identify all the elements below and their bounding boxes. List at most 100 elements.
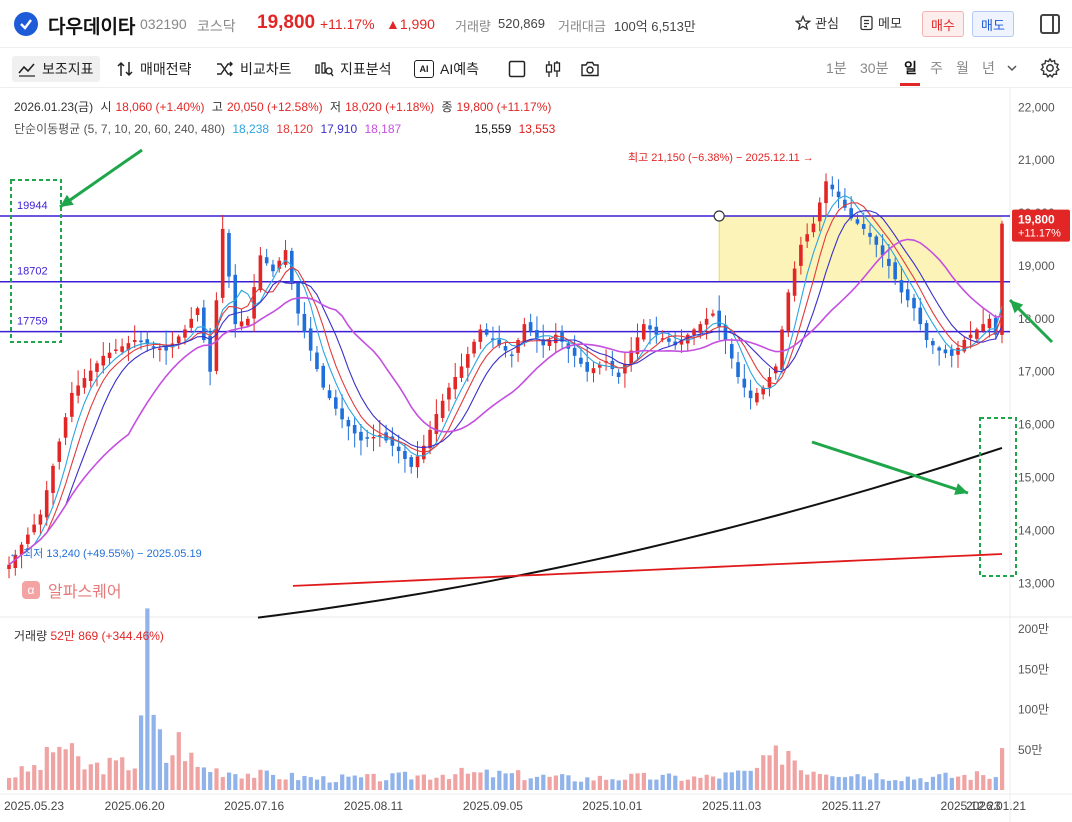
volume-bar	[736, 770, 741, 790]
indicator-button[interactable]: 보조지표	[12, 56, 100, 82]
current-price: 19,800	[257, 12, 316, 33]
stock-name[interactable]: 다우데이타	[48, 17, 136, 38]
period-30min[interactable]: 30분	[860, 60, 889, 76]
candle-body	[239, 321, 244, 327]
analysis-button[interactable]: 지표분석	[308, 56, 398, 82]
candle-body	[126, 343, 131, 351]
chevron-down-icon[interactable]	[1006, 63, 1018, 73]
active-period-indicator	[900, 83, 920, 86]
candle-body	[937, 347, 941, 351]
volume-bar	[308, 777, 313, 790]
period-day[interactable]: 일	[904, 60, 917, 76]
sell-button[interactable]: 매도	[972, 11, 1014, 37]
period-month[interactable]: 월	[956, 60, 969, 76]
change-absolute: ▲1,990	[386, 16, 435, 32]
volume-bar	[849, 776, 854, 790]
candle-body	[434, 414, 439, 434]
candle-body	[981, 324, 985, 332]
volume-bar	[472, 772, 477, 790]
x-tick-label: 2025.07.16	[224, 799, 284, 813]
volume-bar	[616, 780, 621, 790]
price-chart[interactable]: 19944 18702 17759 최고 21,150 (−6.38%) − 2025…	[0, 88, 1072, 822]
candle-body	[63, 417, 68, 438]
strategy-button[interactable]: 매매전략	[110, 56, 198, 82]
volume-bar	[446, 779, 452, 790]
volume-bar	[333, 782, 339, 790]
price-tick-label: 14,000	[1018, 523, 1055, 537]
volume-bar	[578, 781, 584, 790]
volume-bar	[516, 770, 521, 790]
volume-bars	[7, 608, 1005, 790]
period-year[interactable]: 년	[982, 60, 995, 76]
candle-body	[57, 441, 62, 462]
volume-bar	[132, 768, 137, 790]
volume-bar	[974, 771, 980, 790]
volume-bar	[478, 772, 483, 790]
candle-body	[465, 354, 470, 368]
candle-body	[13, 554, 18, 569]
candle-body	[82, 378, 87, 388]
compare-button[interactable]: 비교차트	[210, 56, 298, 82]
period-week[interactable]: 주	[930, 60, 943, 76]
watch-button[interactable]: 관심	[795, 13, 839, 32]
candle-body	[26, 534, 30, 544]
volume-bar	[352, 775, 357, 790]
select-box-button[interactable]	[502, 56, 532, 82]
panel-toggle-icon[interactable]	[1040, 14, 1060, 34]
volume-bar	[666, 773, 672, 790]
ai-predict-button[interactable]: AI AI예측	[408, 56, 485, 82]
volume-bar	[195, 766, 200, 790]
candle-body	[861, 224, 866, 229]
memo-button[interactable]: 메모	[859, 13, 902, 32]
volume-bar	[786, 750, 791, 790]
candle-body	[786, 292, 791, 331]
x-tick-label: 2025.05.23	[4, 799, 64, 813]
candle-type-button[interactable]	[538, 56, 568, 82]
volume-bar	[434, 777, 439, 790]
volume-bar	[572, 781, 577, 790]
period-1min[interactable]: 1분	[826, 60, 847, 76]
ma-legend: 단순이동평균 (5, 7, 10, 20, 60, 240, 480) 18,2…	[14, 120, 559, 137]
candle-body	[553, 334, 558, 344]
volume-bar	[252, 777, 257, 790]
star-icon	[795, 14, 811, 30]
volume-bar	[685, 779, 690, 790]
candle-body	[912, 297, 916, 309]
volume-bar	[918, 778, 923, 790]
volume-bar	[654, 779, 659, 790]
gear-icon[interactable]	[1039, 57, 1061, 79]
volume-bar	[622, 779, 628, 790]
change-percent: +11.17%	[320, 16, 375, 32]
volume-bar	[459, 767, 464, 790]
candle-body	[717, 310, 721, 327]
x-tick-label: 2025.11.27	[822, 799, 881, 813]
ma5-line	[8, 194, 1003, 566]
volume-bar	[566, 775, 571, 790]
candle-body	[648, 325, 652, 330]
watermark: α 알파스퀘어	[22, 578, 122, 602]
candle-body	[660, 338, 665, 340]
low-value: 18,020 (+1.18%)	[345, 100, 435, 114]
stock-header: 다우데이타 032190 코스닥 19,800 +11.17% ▲1,990 거…	[0, 0, 1072, 48]
screenshot-button[interactable]	[574, 56, 606, 82]
volume-bar	[384, 780, 389, 790]
candle-body	[271, 264, 275, 272]
volume-bar	[547, 776, 552, 790]
buy-button[interactable]: 매수	[922, 11, 964, 37]
candle-body	[673, 341, 677, 346]
candle-body	[321, 365, 326, 388]
volume-bar	[503, 773, 508, 790]
volume-bar	[742, 770, 747, 790]
candle-body	[968, 334, 973, 338]
candle-body	[692, 329, 696, 336]
volume-bar	[25, 771, 31, 790]
candle-body	[202, 307, 206, 340]
volume-bar	[836, 776, 841, 790]
close-value: 19,800 (+11.17%)	[456, 100, 552, 114]
candle-body	[1000, 223, 1004, 335]
candle-body	[340, 408, 344, 420]
volume-bar	[390, 773, 395, 790]
volume-bar	[610, 779, 615, 790]
volume-bar	[277, 779, 282, 790]
volume-bar	[113, 760, 119, 790]
